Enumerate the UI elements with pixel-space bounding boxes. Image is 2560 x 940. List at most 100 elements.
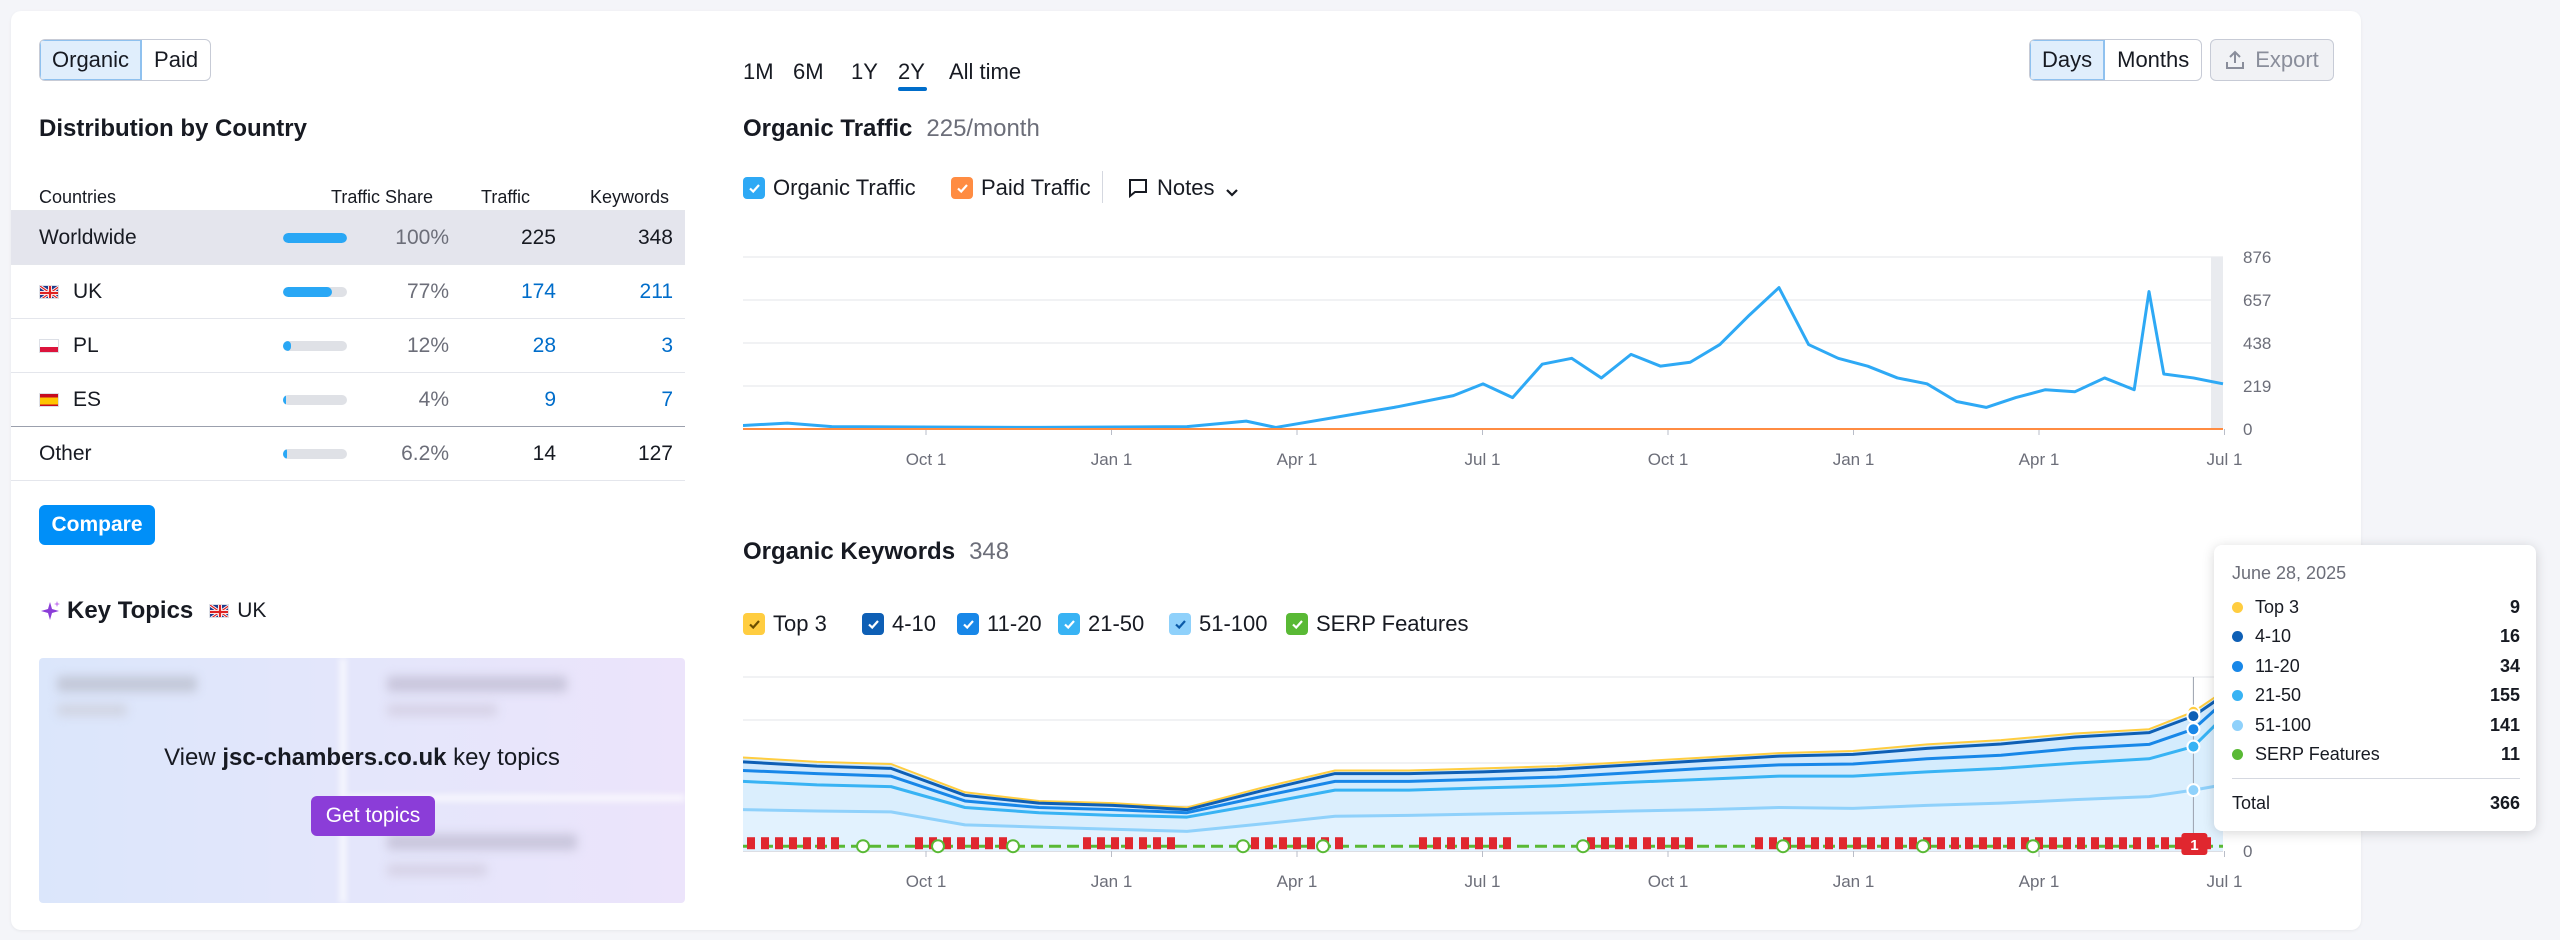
legend-51-100[interactable]: 51-100 xyxy=(1169,611,1268,637)
flag-marker xyxy=(1993,837,2001,850)
tooltip-value: 11 xyxy=(2500,744,2520,764)
legend-label: 51-100 xyxy=(1199,611,1268,636)
share-bar xyxy=(283,287,347,297)
traffic-share-header[interactable]: Traffic Share xyxy=(331,187,434,207)
x-tick-label: Jul 1 xyxy=(1465,450,1501,469)
share-bar-fill xyxy=(283,287,333,297)
x-tick-label: Jan 1 xyxy=(1833,450,1875,469)
flag-marker xyxy=(1601,837,1609,850)
legend-serp-features[interactable]: SERP Features xyxy=(1286,611,1468,637)
flag-marker xyxy=(2049,837,2057,850)
table-row[interactable]: UK 77% 174 211 xyxy=(11,265,685,319)
flag-marker xyxy=(1643,837,1651,850)
flag-marker xyxy=(1755,837,1763,850)
x-tick-label: Oct 1 xyxy=(1648,450,1689,469)
tooltip-row: 51-100 141 xyxy=(2232,711,2520,739)
traffic-link[interactable]: 9 xyxy=(544,388,556,411)
comment-icon xyxy=(1127,177,1149,199)
keywords-link[interactable]: 211 xyxy=(639,280,673,303)
keywords-link[interactable]: 3 xyxy=(661,334,673,357)
period-2y[interactable]: 2Y xyxy=(898,59,925,84)
flag-marker xyxy=(761,837,769,850)
period-1y[interactable]: 1Y xyxy=(851,59,878,84)
legend-21-50[interactable]: 21-50 xyxy=(1058,611,1144,637)
share-bar xyxy=(283,449,347,459)
annotation-badge xyxy=(2181,833,2208,855)
flag-marker xyxy=(1419,837,1427,850)
table-row[interactable]: Other 6.2% 14 127 xyxy=(11,427,685,481)
serp-feature-icon xyxy=(1316,839,1330,854)
tooltip-value: 34 xyxy=(2499,655,2520,676)
series-dot-icon xyxy=(2232,719,2243,731)
keywords-header[interactable]: Keywords xyxy=(590,187,670,207)
series-dot-icon xyxy=(2232,601,2243,613)
months-tab[interactable]: Months xyxy=(2117,47,2190,72)
keywords-chart[interactable]: 0 Oct 1 Jan 1 Apr 1 Jul 1 Oct 1 Jan 1 Apr 1 Jul … xyxy=(743,661,2283,911)
flag-marker xyxy=(1853,837,1861,850)
tooltip-row: 11-20 34 xyxy=(2232,652,2520,680)
serp-feature-icon xyxy=(1236,839,1250,854)
flag-marker xyxy=(1671,837,1679,850)
period-1m[interactable]: 1M xyxy=(743,59,774,84)
flag-marker xyxy=(2105,837,2113,850)
traffic-header[interactable]: Traffic xyxy=(481,187,531,207)
tooltip-value: 9 xyxy=(2509,596,2520,617)
days-tab[interactable]: Days xyxy=(2030,40,2106,80)
share-value: 4% xyxy=(418,388,449,411)
series-dot-icon xyxy=(2232,660,2243,672)
legend-11-20[interactable]: 11-20 xyxy=(957,611,1042,637)
share-bar xyxy=(283,341,347,351)
paid-tab[interactable]: Paid xyxy=(154,47,199,72)
share-value: 6.2% xyxy=(401,442,449,465)
flag-marker xyxy=(789,837,797,850)
annotation-count: 1 xyxy=(2190,837,2198,854)
blurred-topic xyxy=(387,676,567,692)
key-topics-teaser: View jsc-chambers.co.uk key topics Get t… xyxy=(39,658,685,903)
flag-marker xyxy=(971,837,979,850)
flag-marker xyxy=(1867,837,1875,850)
legend-label: SERP Features xyxy=(1316,611,1469,636)
legend-top-3[interactable]: Top 3 xyxy=(743,611,827,637)
share-bar-fill xyxy=(283,395,286,405)
notes-dropdown[interactable]: Notes xyxy=(1127,175,1240,201)
legend-label: 4-10 xyxy=(892,611,937,636)
compare-button[interactable]: Compare xyxy=(39,505,155,545)
51-100-area xyxy=(743,784,2223,851)
x-tick-label: Jan 1 xyxy=(1091,872,1133,891)
key-topics-message: View jsc-chambers.co.uk key topics xyxy=(39,744,685,772)
legend-label: Top 3 xyxy=(773,611,827,636)
blur-divider xyxy=(347,794,685,802)
traffic-link[interactable]: 174 xyxy=(520,280,556,303)
flag-marker xyxy=(985,837,993,850)
legend-paid-traffic[interactable]: Paid Traffic xyxy=(951,175,1091,201)
flag-marker xyxy=(2007,837,2015,850)
flag-marker xyxy=(1503,837,1511,850)
tooltip-value: 155 xyxy=(2489,685,2520,705)
flag-marker xyxy=(775,837,783,850)
get-topics-button[interactable]: Get topics xyxy=(311,796,435,836)
legend-4-10[interactable]: 4-10 xyxy=(862,611,936,637)
total-label: Total xyxy=(2232,792,2271,813)
period-active-indicator xyxy=(898,87,927,91)
checkbox-icon xyxy=(1058,613,1080,635)
table-row[interactable]: ES 4% 9 7 xyxy=(11,373,685,427)
country-name: PL xyxy=(73,334,99,357)
flag-marker xyxy=(2077,837,2085,850)
export-button[interactable]: Export xyxy=(2210,39,2334,81)
keywords-link[interactable]: 7 xyxy=(661,388,673,411)
traffic-chart[interactable]: 876 657 438 219 0 Oct 1 Jan 1 Apr 1 Jul 1 Oct 1 Ja… xyxy=(743,241,2283,491)
period-6m[interactable]: 6M xyxy=(793,59,824,84)
hover-point xyxy=(2186,722,2201,737)
flag-marker xyxy=(1881,837,1889,850)
tooltip-total: Total 366 xyxy=(2232,789,2520,817)
traffic-link[interactable]: 28 xyxy=(532,334,556,357)
table-row[interactable]: PL 12% 28 3 xyxy=(11,319,685,373)
table-row[interactable]: Worldwide 100% 225 348 xyxy=(11,211,685,265)
flag-marker xyxy=(1951,837,1959,850)
traffic-subtitle: 225/month xyxy=(926,115,1040,142)
tooltip-label: 21-50 xyxy=(2255,685,2302,705)
organic-tab[interactable]: Organic xyxy=(40,40,143,80)
period-all-time[interactable]: All time xyxy=(949,59,1022,84)
legend-organic-traffic[interactable]: Organic Traffic xyxy=(743,175,916,201)
flag-marker xyxy=(1909,837,1917,850)
